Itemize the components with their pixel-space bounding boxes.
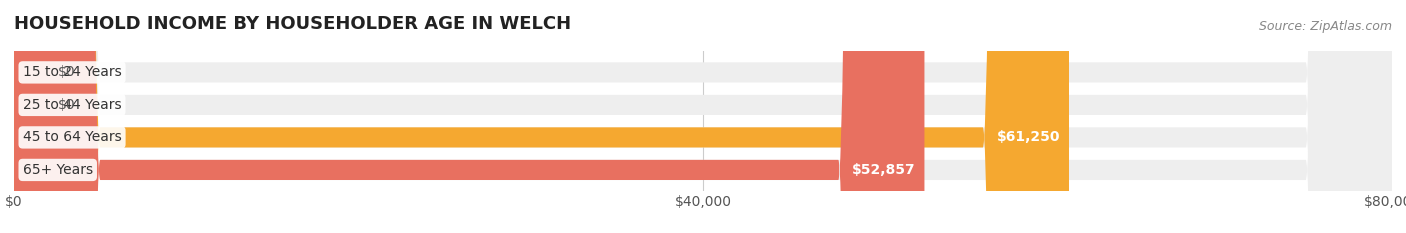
Text: 15 to 24 Years: 15 to 24 Years [22, 65, 121, 79]
FancyBboxPatch shape [14, 0, 924, 233]
Text: HOUSEHOLD INCOME BY HOUSEHOLDER AGE IN WELCH: HOUSEHOLD INCOME BY HOUSEHOLDER AGE IN W… [14, 15, 571, 33]
FancyBboxPatch shape [14, 0, 1069, 233]
Text: $52,857: $52,857 [852, 163, 915, 177]
Text: Source: ZipAtlas.com: Source: ZipAtlas.com [1258, 20, 1392, 33]
Text: $0: $0 [58, 65, 76, 79]
FancyBboxPatch shape [14, 0, 1392, 233]
FancyBboxPatch shape [14, 0, 1392, 233]
Text: 45 to 64 Years: 45 to 64 Years [22, 130, 121, 144]
Text: $0: $0 [58, 98, 76, 112]
Text: $61,250: $61,250 [997, 130, 1060, 144]
FancyBboxPatch shape [14, 0, 45, 233]
Text: 65+ Years: 65+ Years [22, 163, 93, 177]
FancyBboxPatch shape [14, 0, 1392, 233]
FancyBboxPatch shape [14, 0, 1392, 233]
Text: 25 to 44 Years: 25 to 44 Years [22, 98, 121, 112]
FancyBboxPatch shape [14, 0, 45, 233]
